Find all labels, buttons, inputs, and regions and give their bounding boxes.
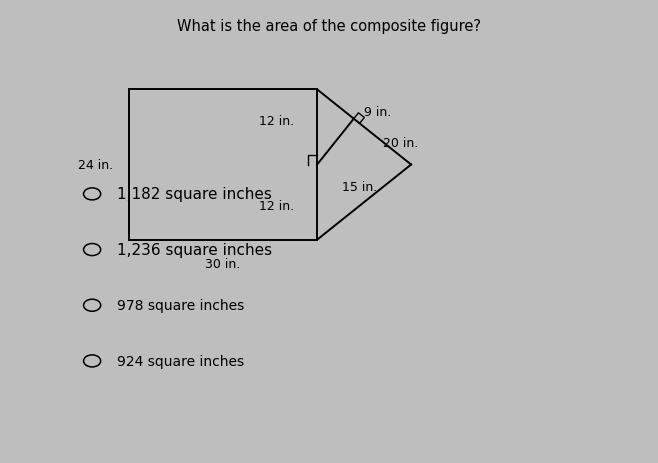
Text: 30 in.: 30 in. (205, 258, 241, 271)
Text: 20 in.: 20 in. (383, 137, 418, 150)
Text: 9 in.: 9 in. (364, 106, 392, 119)
Text: 24 in.: 24 in. (78, 159, 113, 172)
Text: What is the area of the composite figure?: What is the area of the composite figure… (177, 19, 481, 33)
Text: 924 square inches: 924 square inches (117, 354, 244, 368)
Text: 12 in.: 12 in. (259, 115, 294, 128)
Text: 1,182 square inches: 1,182 square inches (117, 187, 272, 202)
Text: 12 in.: 12 in. (259, 200, 294, 213)
Text: 1,236 square inches: 1,236 square inches (117, 243, 272, 257)
Bar (129, 90, 317, 240)
Text: 15 in.: 15 in. (342, 181, 378, 194)
Text: 978 square inches: 978 square inches (117, 299, 244, 313)
